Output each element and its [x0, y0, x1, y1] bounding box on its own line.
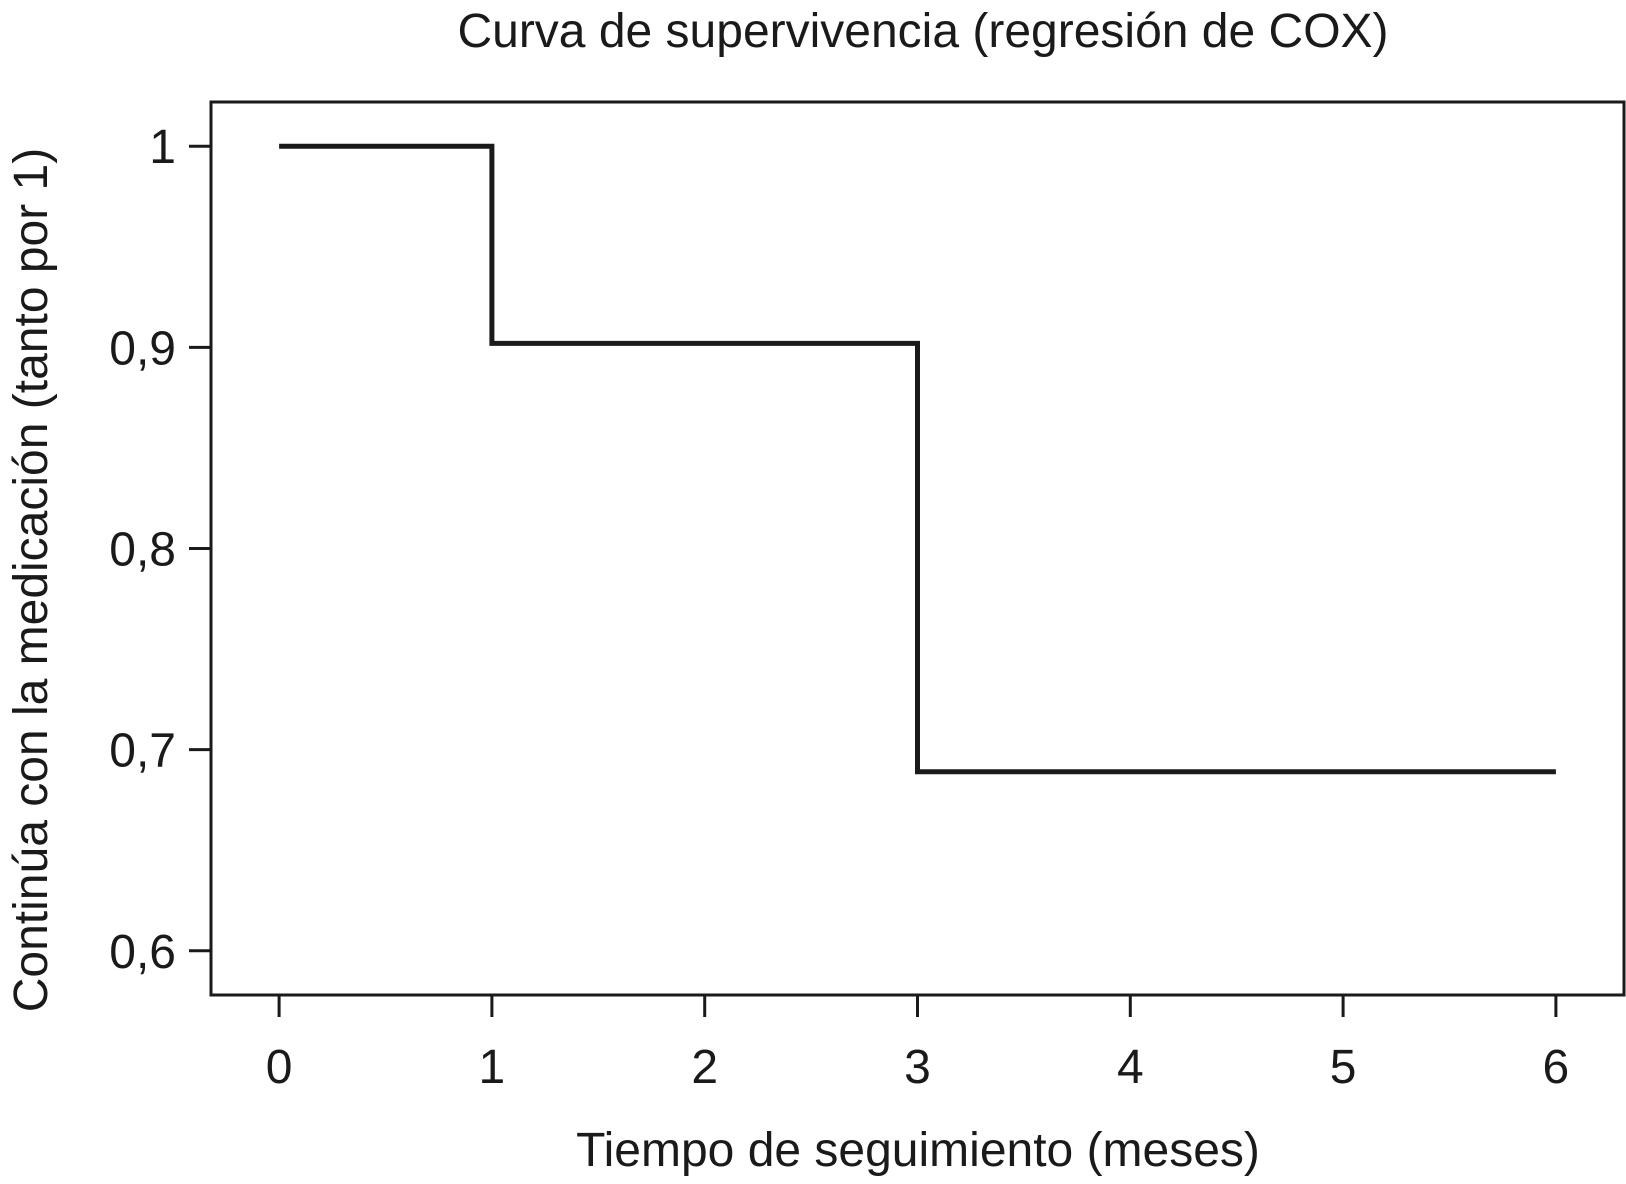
x-tick-label-3: 3: [904, 1041, 931, 1094]
chart-title: Curva de supervivencia (regresión de COX…: [457, 5, 1388, 58]
y-axis-ticks: 1 0,9 0,8 0,7 0,6: [109, 121, 211, 979]
survival-step-line-0: [279, 143, 1556, 775]
x-tick-label-6: 6: [1543, 1041, 1570, 1094]
y-tick-label-1: 0,9: [109, 322, 176, 375]
x-tick-label-4: 4: [1117, 1041, 1144, 1094]
y-tick-label-2: 0,8: [109, 524, 176, 577]
x-tick-label-1: 1: [479, 1041, 506, 1094]
series-layer: [279, 143, 1556, 775]
y-tick-label-3: 0,7: [109, 725, 176, 778]
x-axis-label: Tiempo de seguimiento (meses): [576, 1124, 1260, 1177]
x-tick-label-0: 0: [266, 1041, 293, 1094]
y-axis-label: Continúa con la medicación (tanto por 1): [5, 148, 58, 1013]
x-axis-ticks: 0 1 2 3 4 5 6: [266, 995, 1570, 1094]
y-tick-label-4: 0,6: [109, 926, 176, 979]
y-tick-label-0: 1: [149, 121, 176, 174]
x-tick-label-2: 2: [691, 1041, 718, 1094]
x-tick-label-5: 5: [1330, 1041, 1357, 1094]
